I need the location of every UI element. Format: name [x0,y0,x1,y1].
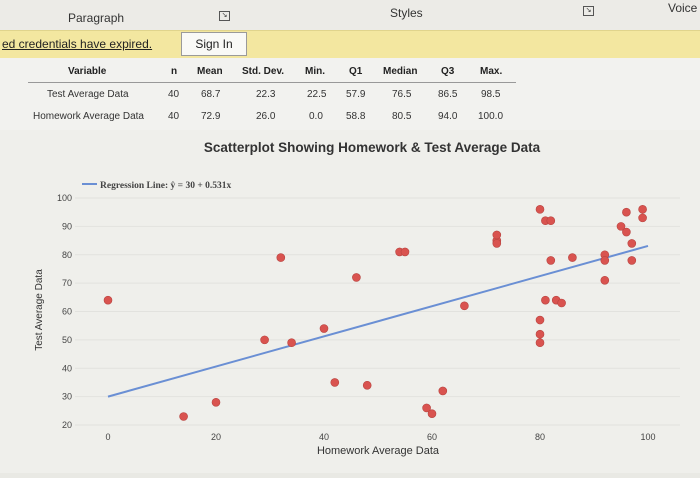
data-point [600,275,610,285]
row2-mean: 72.9 [201,111,221,122]
data-point [438,386,448,396]
x-tick-label: 40 [319,432,329,442]
data-point [627,239,637,248]
row1-q3: 86.5 [438,89,458,100]
header-variable: Variable [68,66,107,77]
row2-std-dev: 26.0 [256,111,276,122]
legend-regression-label: Regression Line: ŷ = 30 + 0.531x [100,181,231,191]
x-axis-ticks: 0 20 40 60 80 100 [105,432,655,442]
data-point [541,295,550,305]
paragraph-group-label: Paragraph [68,11,125,25]
data-point [422,403,431,413]
data-point [535,329,545,339]
sign-in-button[interactable]: Sign In [181,32,247,56]
y-tick-label: 60 [62,307,72,317]
y-tick-label: 70 [62,278,72,288]
row2-n: 40 [168,111,180,122]
row1-median: 76.5 [392,89,412,100]
data-point [638,213,647,223]
y-axis-label: Test Average Data [34,269,45,351]
gridlines [75,197,680,426]
y-tick-label: 50 [62,335,72,345]
row1-mean: 68.7 [201,89,221,100]
y-tick-label: 30 [62,392,72,402]
row2-min: 0.0 [309,111,323,122]
header-max: Max. [480,66,503,77]
styles-group-label: Styles [390,6,423,20]
data-point [568,253,577,262]
data-point [287,338,296,348]
data-point [352,273,361,282]
data-point [179,412,188,421]
data-point [535,315,545,325]
header-mean: Mean [197,66,223,77]
data-point [427,409,437,418]
data-point [211,397,221,407]
ribbon: Paragraph ↘ Styles ↘ Voice [0,0,700,30]
data-point [460,301,469,311]
row1-min: 22.5 [307,89,327,100]
header-min: Min. [305,66,325,77]
header-n: n [171,66,178,77]
data-point [103,295,113,305]
data-points [103,205,647,421]
row2-q1: 58.8 [346,111,366,122]
y-tick-label: 100 [57,193,72,203]
y-tick-label: 90 [62,221,72,231]
data-point [535,338,545,348]
y-tick-label: 80 [62,250,72,260]
voice-group-label: Voice [668,1,698,15]
data-point [600,256,610,265]
x-tick-label: 20 [211,432,221,442]
x-tick-label: 80 [535,432,545,442]
data-point [546,216,556,225]
data-point [276,253,286,262]
paragraph-dialog-launcher-icon[interactable]: ↘ [219,11,230,21]
data-point [546,256,556,265]
row1-std-dev: 22.3 [256,89,276,100]
row1-variable: Test Average Data [47,89,129,100]
x-axis-label: Homework Average Data [317,445,440,457]
row2-max: 100.0 [478,111,504,122]
row2-median: 80.5 [392,111,412,122]
data-point [330,378,340,387]
data-point [492,239,502,248]
styles-dialog-launcher-icon[interactable]: ↘ [583,6,594,16]
header-median: Median [383,66,418,77]
data-point [535,205,545,214]
row2-q3: 94.0 [438,111,458,122]
data-point [557,298,566,308]
data-point [622,207,631,217]
y-tick-label: 40 [62,363,72,373]
credentials-expired-message[interactable]: ed credentials have expired. [2,37,153,51]
scatterplot-chart: Scatterplot Showing Homework & Test Aver… [34,140,680,457]
data-point [260,335,269,345]
data-point [616,222,626,231]
y-axis-ticks: 20 30 40 50 60 70 80 90 100 [57,193,72,430]
row2-variable: Homework Average Data [33,111,144,122]
chart-title: Scatterplot Showing Homework & Test Aver… [204,140,541,155]
x-tick-label: 100 [640,432,655,442]
x-tick-label: 0 [105,432,110,442]
data-point [492,230,502,240]
message-bar: ed credentials have expired. Sign In [0,30,700,60]
row1-n: 40 [168,89,180,100]
row1-q1: 57.9 [346,89,366,100]
regression-line [107,244,649,398]
data-point [400,247,410,257]
data-point [638,205,647,214]
data-point [622,227,631,237]
header-q1: Q1 [349,66,363,77]
row1-max: 98.5 [481,89,501,100]
data-point [627,256,637,265]
header-q3: Q3 [441,66,455,77]
data-point [319,324,329,333]
scatterplot-area: Scatterplot Showing Homework & Test Aver… [0,130,700,473]
x-tick-label: 60 [427,432,437,442]
table-header-rule [28,82,516,83]
summary-statistics-table: Variable n Mean Std. Dev. Min. Q1 Median… [0,58,700,130]
data-point [362,380,372,390]
header-std-dev: Std. Dev. [242,66,285,77]
y-tick-label: 20 [62,420,72,430]
